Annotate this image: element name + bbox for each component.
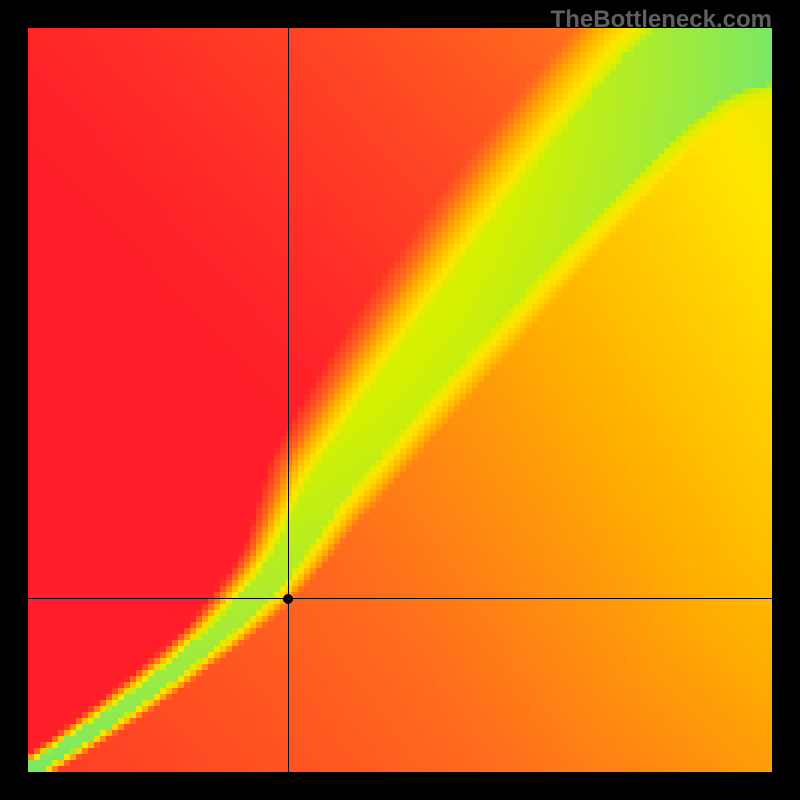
crosshair-horizontal	[28, 598, 772, 599]
bottleneck-heatmap	[28, 28, 772, 772]
crosshair-vertical	[288, 28, 289, 772]
watermark-text: TheBottleneck.com	[551, 6, 772, 34]
chart-container: TheBottleneck.com	[0, 0, 800, 800]
